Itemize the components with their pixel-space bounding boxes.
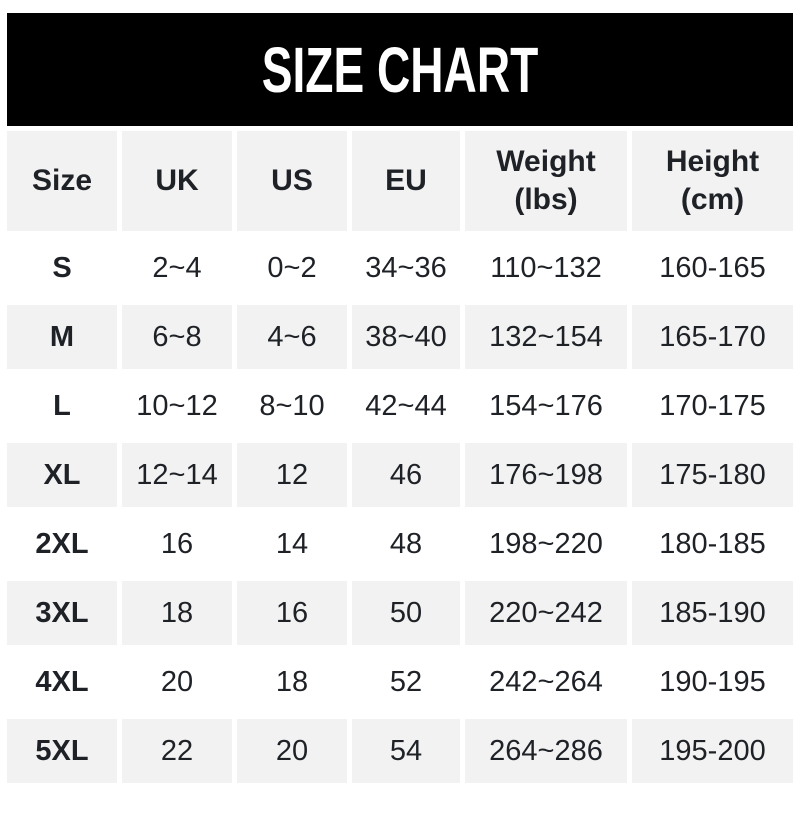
- eu-cell: 50: [352, 581, 460, 645]
- eu-cell: 38~40: [352, 305, 460, 369]
- size-label-cell: 3XL: [7, 581, 117, 645]
- height-cell: 170-175: [632, 374, 793, 438]
- weight-cell: 176~198: [465, 443, 627, 507]
- size-label-cell: M: [7, 305, 117, 369]
- height-cell: 165-170: [632, 305, 793, 369]
- eu-cell: 54: [352, 719, 460, 783]
- uk-cell: 2~4: [122, 236, 232, 300]
- size-label-cell: 5XL: [7, 719, 117, 783]
- column-header-eu: EU: [352, 131, 460, 231]
- column-header-weight: Weight (lbs): [465, 131, 627, 231]
- size-label-cell: S: [7, 236, 117, 300]
- size-label-cell: 2XL: [7, 512, 117, 576]
- weight-cell: 132~154: [465, 305, 627, 369]
- uk-cell: 22: [122, 719, 232, 783]
- uk-cell: 12~14: [122, 443, 232, 507]
- us-cell: 14: [237, 512, 347, 576]
- column-header-size: Size: [7, 131, 117, 231]
- us-cell: 16: [237, 581, 347, 645]
- us-cell: 8~10: [237, 374, 347, 438]
- us-cell: 0~2: [237, 236, 347, 300]
- table-row-2xl: 2XL 16 14 48 198~220 180-185: [7, 512, 793, 576]
- weight-cell: 154~176: [465, 374, 627, 438]
- weight-cell: 198~220: [465, 512, 627, 576]
- weight-cell: 242~264: [465, 650, 627, 714]
- table-header-row: Size UK US EU Weight (lbs) Height (cm): [7, 131, 793, 231]
- uk-cell: 6~8: [122, 305, 232, 369]
- us-cell: 12: [237, 443, 347, 507]
- us-cell: 18: [237, 650, 347, 714]
- uk-cell: 18: [122, 581, 232, 645]
- uk-cell: 20: [122, 650, 232, 714]
- table-row-xl: XL 12~14 12 46 176~198 175-180: [7, 443, 793, 507]
- page-title: SIZE CHART: [261, 33, 539, 106]
- eu-cell: 48: [352, 512, 460, 576]
- us-cell: 20: [237, 719, 347, 783]
- size-label-cell: XL: [7, 443, 117, 507]
- height-cell: 185-190: [632, 581, 793, 645]
- height-cell: 180-185: [632, 512, 793, 576]
- height-cell: 190-195: [632, 650, 793, 714]
- eu-cell: 42~44: [352, 374, 460, 438]
- table-row-l: L 10~12 8~10 42~44 154~176 170-175: [7, 374, 793, 438]
- size-chart-banner: SIZE CHART: [7, 13, 793, 126]
- weight-cell: 264~286: [465, 719, 627, 783]
- size-label-cell: 4XL: [7, 650, 117, 714]
- height-cell: 195-200: [632, 719, 793, 783]
- column-header-us: US: [237, 131, 347, 231]
- eu-cell: 34~36: [352, 236, 460, 300]
- size-chart-table: Size UK US EU Weight (lbs) Height (cm) S…: [2, 126, 798, 788]
- eu-cell: 52: [352, 650, 460, 714]
- size-label-cell: L: [7, 374, 117, 438]
- table-row-4xl: 4XL 20 18 52 242~264 190-195: [7, 650, 793, 714]
- us-cell: 4~6: [237, 305, 347, 369]
- uk-cell: 16: [122, 512, 232, 576]
- height-cell: 160-165: [632, 236, 793, 300]
- weight-cell: 110~132: [465, 236, 627, 300]
- table-row-m: M 6~8 4~6 38~40 132~154 165-170: [7, 305, 793, 369]
- table-row-s: S 2~4 0~2 34~36 110~132 160-165: [7, 236, 793, 300]
- height-cell: 175-180: [632, 443, 793, 507]
- table-row-5xl: 5XL 22 20 54 264~286 195-200: [7, 719, 793, 783]
- eu-cell: 46: [352, 443, 460, 507]
- column-header-uk: UK: [122, 131, 232, 231]
- column-header-height: Height (cm): [632, 131, 793, 231]
- uk-cell: 10~12: [122, 374, 232, 438]
- table-row-3xl: 3XL 18 16 50 220~242 185-190: [7, 581, 793, 645]
- weight-cell: 220~242: [465, 581, 627, 645]
